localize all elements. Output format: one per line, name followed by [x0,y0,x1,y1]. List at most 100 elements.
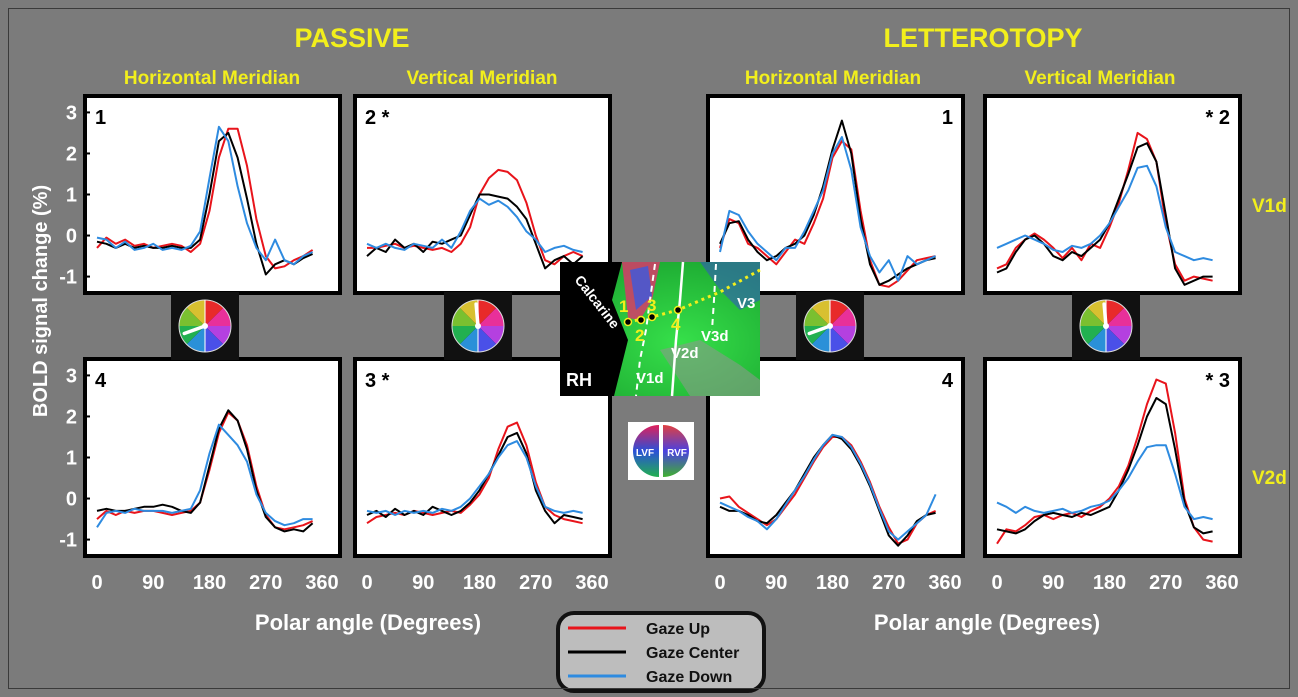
rvf-half-icon [663,425,689,477]
map-area-label-v3: V3 [737,295,755,312]
color-wheel-segment [186,326,205,353]
column-title-letterotopy-vertical: Vertical Meridian [1024,68,1175,89]
plot-area [983,94,1242,295]
map-roi-point-1 [623,317,633,327]
x-tick-label: 270 [872,572,905,594]
gaze-wheels [171,292,1140,360]
gaze-wheel-3 [796,292,864,360]
row-label-v2d: V2d [1252,468,1287,489]
gaze-direction-needle [807,324,832,336]
panel-number-label: 1 [95,107,106,129]
y-tick-label: 1 [66,448,77,470]
color-wheel-segment [478,299,497,326]
map-gray-patch [660,340,760,396]
color-wheel-segment [205,307,232,326]
color-wheel-segment [811,299,830,326]
map-roi-point-4 [673,305,683,315]
color-wheel-segment [459,326,478,353]
series-line-gaze-down [719,433,937,541]
row-label-v1d: V1d [1252,196,1287,217]
gaze-wheel-center-dot [827,323,833,329]
gaze-wheel-center-dot [1103,323,1109,329]
color-wheel-segment [178,307,205,326]
series-line-gaze-down [996,164,1213,262]
legend-label-gaze-down: Gaze Down [646,669,732,686]
x-tick-label: 360 [928,572,961,594]
x-tick-label: 360 [1205,572,1238,594]
gaze-wheel-2 [444,292,512,360]
color-wheel-segment [451,307,478,326]
color-wheel-segment [804,326,830,345]
color-wheel-segment [830,326,856,345]
x-tick-label: 180 [193,572,226,594]
color-wheel-segment [205,326,224,353]
x-tick-label: 90 [1042,572,1064,594]
map-v2-border [670,261,685,397]
color-wheel-segment [1087,299,1106,326]
panel-number-label: 4 [95,370,107,392]
x-tick-label: 360 [575,572,608,594]
panel-number-label: 2 * [365,107,390,129]
series-line-gaze-center [996,397,1213,535]
color-wheel-segment [1087,326,1106,353]
color-wheel-segment [1106,307,1132,326]
group-title-letterotopy: LETTEROTOPY [883,23,1082,53]
series-line-gaze-up [996,131,1213,282]
x-tick-label: 180 [816,572,849,594]
x-tick-label: 0 [361,572,372,594]
color-wheel-segment [804,307,830,326]
gaze-wheel-1 [171,292,239,360]
y-tick-label: 0 [66,489,77,511]
map-hemisphere-label: RH [566,370,592,390]
map-blue-patch [630,266,652,310]
y-tick-label: -1 [59,267,77,289]
x-tick-label: 180 [1093,572,1126,594]
series-line-gaze-center [996,142,1213,286]
series-line-gaze-down [366,440,583,516]
map-roi-label-2: 2 [635,326,644,345]
color-wheel-segment [1106,326,1132,345]
color-wheel-segment [459,299,478,326]
map-area-label-v3d: V3d [701,328,729,345]
color-wheel-icon [803,299,857,353]
color-wheel-segment [178,326,205,345]
color-wheel-segment [205,299,224,326]
gaze-direction-needle [182,324,207,336]
y-tick-label: 2 [66,406,77,428]
chart-panel-6: 3 * 0 90 180 270 360 [353,357,612,594]
column-title-passive-horizontal: Horizontal Meridian [124,68,300,89]
chart-panel-7: 4 0 90 180 270 360 [706,357,965,594]
color-wheel-segment [205,326,232,345]
color-wheel-icon [178,299,232,353]
panel-number-label: * 3 [1206,370,1230,392]
color-wheel-segment [830,326,849,353]
color-wheel-icon [451,299,505,353]
map-roi-label-3: 3 [647,296,656,315]
legend-label-gaze-up: Gaze Up [646,621,710,638]
color-wheel-segment [1106,326,1125,353]
series-line-gaze-down [996,444,1213,521]
y-tick-label: 3 [66,365,77,387]
map-area-label-v2d: V2d [671,345,699,362]
x-tick-label: 90 [412,572,434,594]
x-tick-label: 270 [249,572,282,594]
color-wheel-segment [186,299,205,326]
gaze-wheel-center-dot [475,323,481,329]
color-wheel-segment [451,326,478,345]
map-v1-border [635,263,656,397]
column-title-passive-vertical: Vertical Meridian [406,68,557,89]
color-wheel-segment [830,299,849,326]
gaze-wheel-center-dot [202,323,208,329]
x-tick-label: 270 [1149,572,1182,594]
series-line-gaze-down [96,125,314,266]
series-line-gaze-down [719,136,937,282]
group-title-passive: PASSIVE [294,23,409,53]
cortical-map-inset: 1 2 3 4 Calcarine RH V1d V2d V3d V3 [560,261,761,397]
map-roi-label-4: 4 [671,315,681,334]
chart-panel-4: * 2 [983,94,1242,295]
map-roi-label-1: 1 [619,297,628,316]
legend: Gaze Up Gaze Center Gaze Down [556,611,766,693]
